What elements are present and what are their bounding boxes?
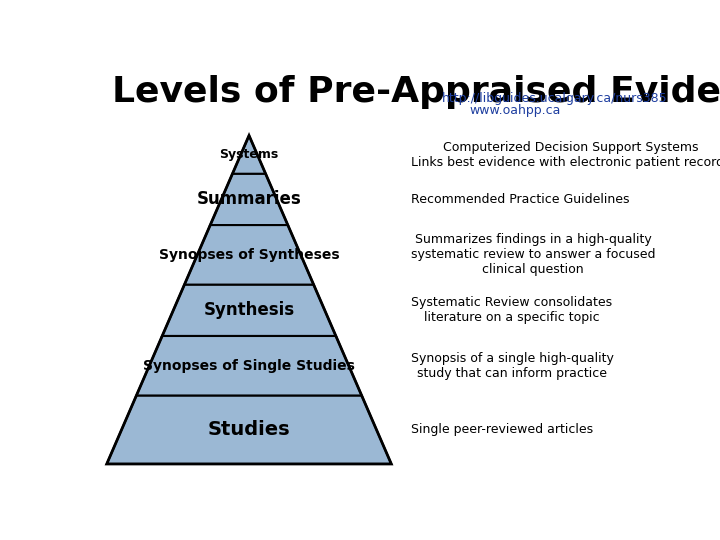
Text: Studies: Studies bbox=[207, 420, 290, 440]
Text: Synthesis: Synthesis bbox=[204, 301, 294, 319]
Text: Systematic Review consolidates
literature on a specific topic: Systematic Review consolidates literatur… bbox=[411, 296, 612, 325]
Text: Recommended Practice Guidelines: Recommended Practice Guidelines bbox=[411, 193, 629, 206]
Text: Synopses of Single Studies: Synopses of Single Studies bbox=[143, 359, 355, 373]
Polygon shape bbox=[107, 396, 392, 464]
Text: Single peer-reviewed articles: Single peer-reviewed articles bbox=[411, 423, 593, 436]
Polygon shape bbox=[233, 136, 266, 174]
Polygon shape bbox=[184, 225, 314, 285]
Text: Levels of Pre-Appraised Evidence: Levels of Pre-Appraised Evidence bbox=[112, 75, 720, 109]
Text: Summarizes findings in a high-quality
systematic review to answer a focused
clin: Summarizes findings in a high-quality sy… bbox=[411, 233, 655, 276]
Polygon shape bbox=[210, 174, 288, 225]
Text: www.oahpp.ca: www.oahpp.ca bbox=[469, 104, 561, 117]
Text: Systems: Systems bbox=[220, 148, 279, 161]
Text: Summaries: Summaries bbox=[197, 191, 302, 208]
Text: Synopsis of a single high-quality
study that can inform practice: Synopsis of a single high-quality study … bbox=[411, 352, 613, 380]
Text: http://libguides.ucalgary.ca/nurs385: http://libguides.ucalgary.ca/nurs385 bbox=[441, 92, 667, 105]
Polygon shape bbox=[162, 285, 336, 336]
Text: Computerized Decision Support Systems
Links best evidence with electronic patien: Computerized Decision Support Systems Li… bbox=[411, 141, 720, 168]
Text: Synopses of Syntheses: Synopses of Syntheses bbox=[158, 248, 339, 262]
Polygon shape bbox=[136, 336, 361, 396]
